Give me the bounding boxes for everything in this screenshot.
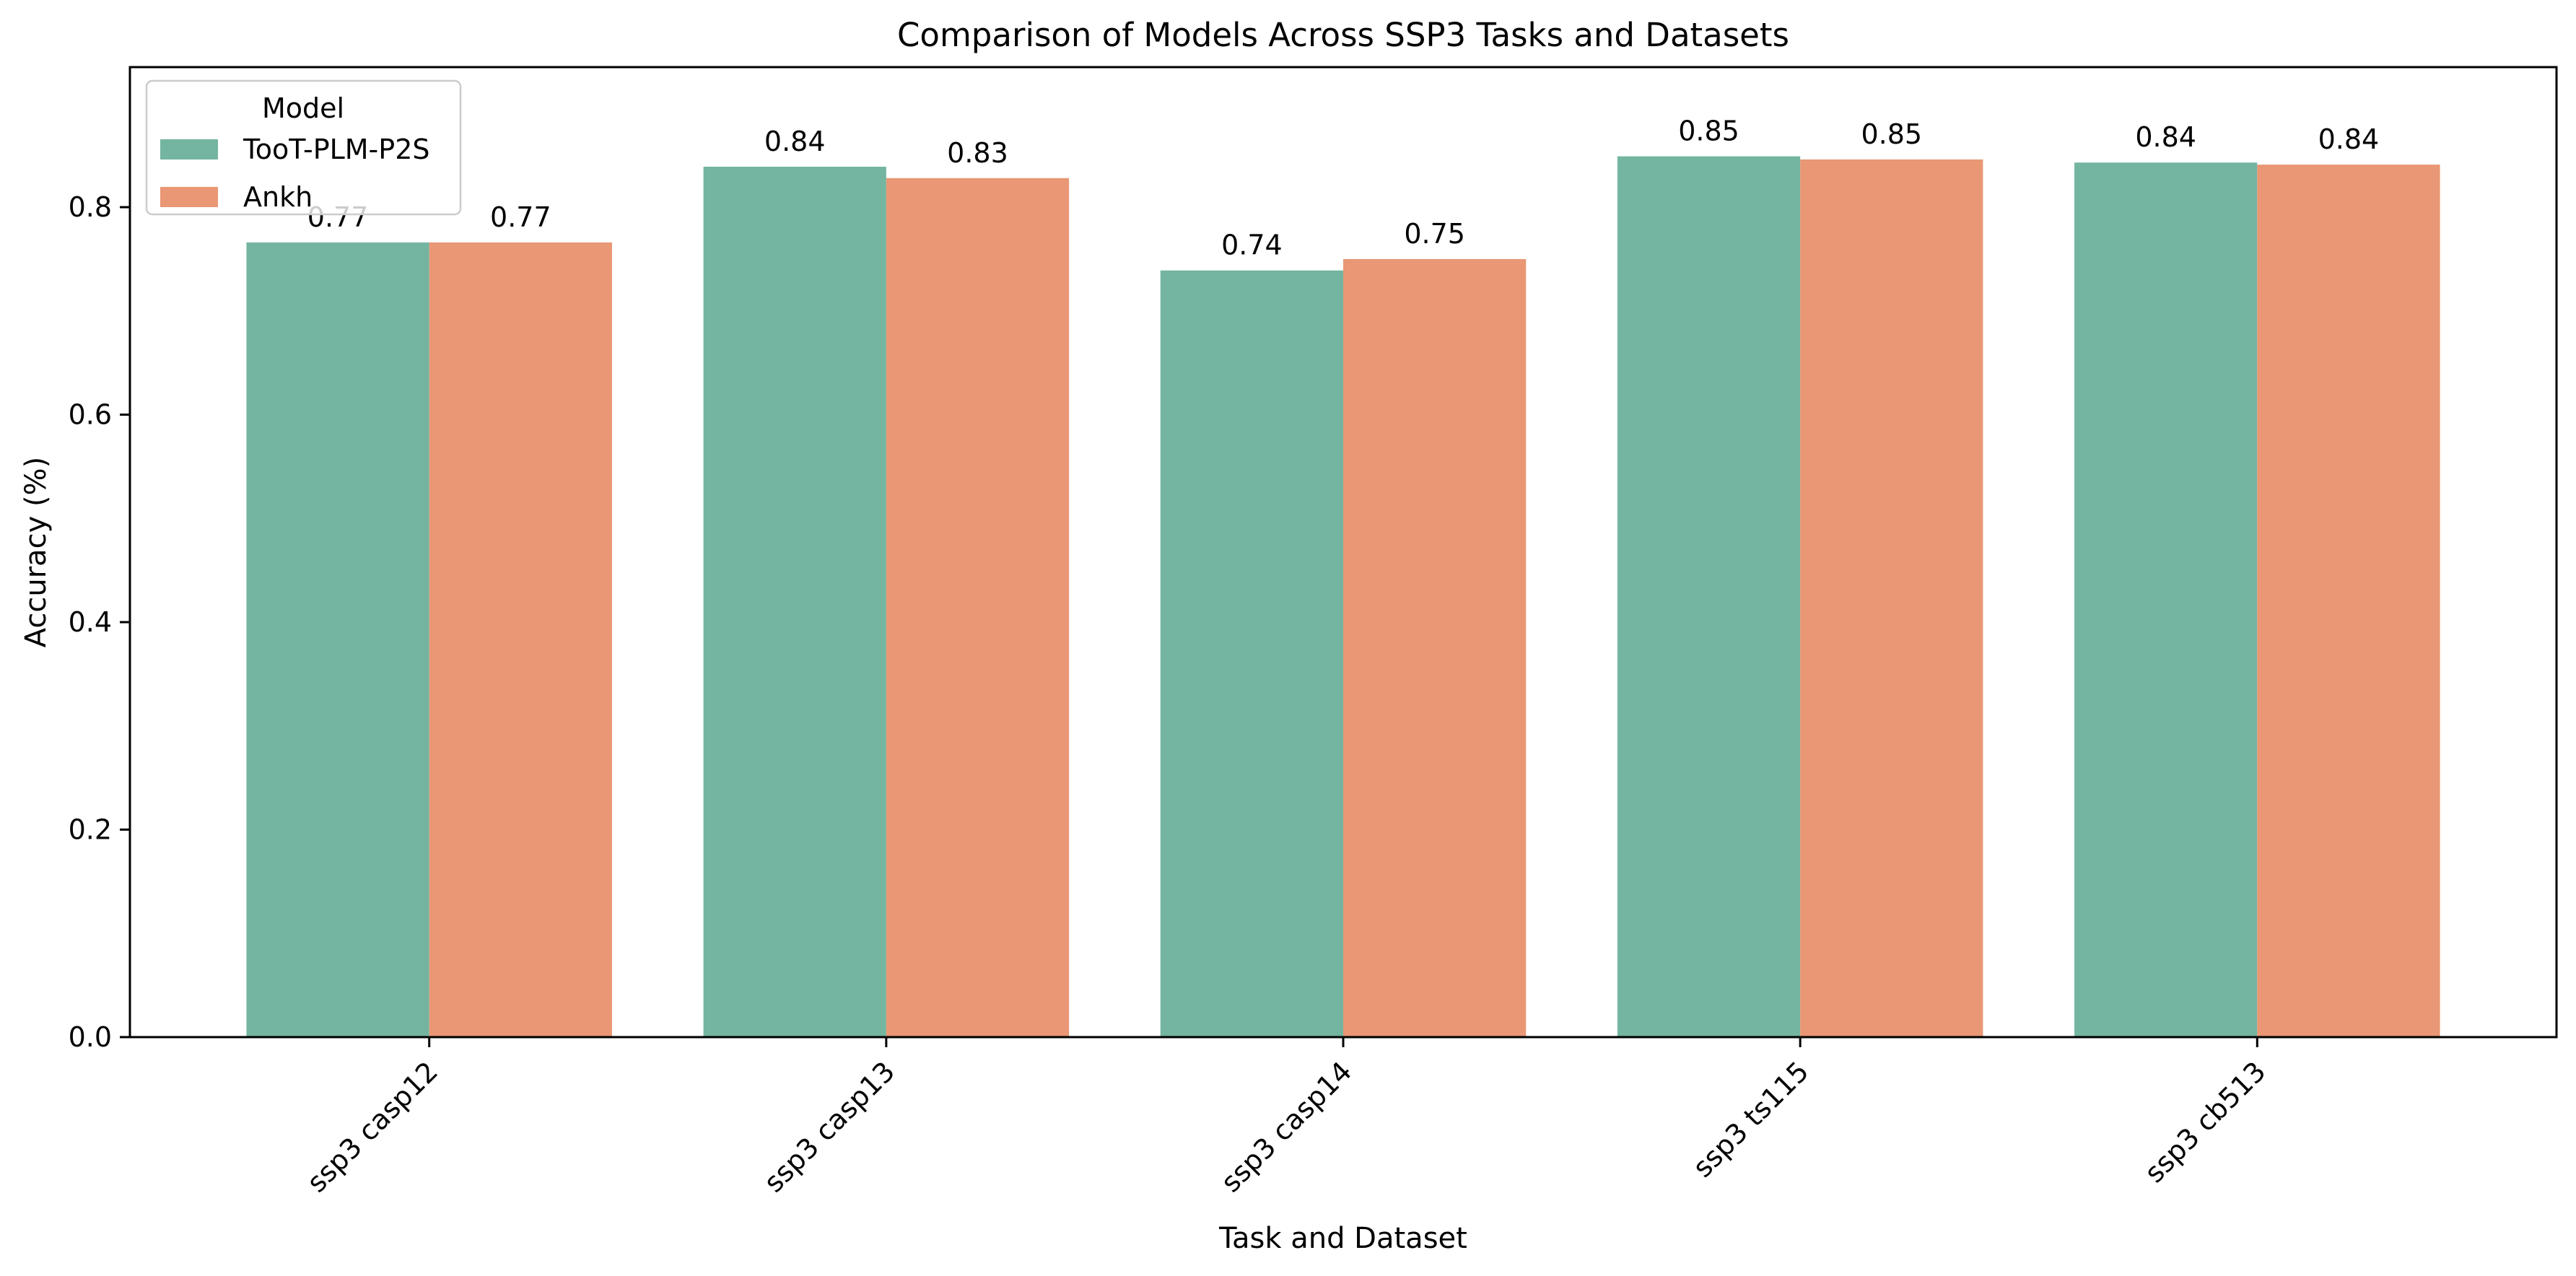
legend: Model TooT-PLM-P2S Ankh bbox=[145, 79, 462, 216]
legend-title: Model bbox=[262, 92, 344, 124]
y-tick-label: 0.6 bbox=[69, 399, 112, 431]
legend-entry-series-1: Ankh bbox=[243, 181, 313, 213]
bar-series-1-1 bbox=[886, 178, 1070, 1038]
bar-value-label: 0.77 bbox=[490, 201, 551, 233]
bar-series-0-0 bbox=[246, 242, 429, 1037]
y-tick-label: 0.0 bbox=[69, 1021, 112, 1053]
bar-series-1-4 bbox=[2257, 165, 2440, 1038]
bar-series-0-1 bbox=[703, 166, 886, 1038]
legend-swatch-series-0 bbox=[160, 139, 218, 160]
legend-frame bbox=[145, 79, 462, 216]
bar-value-label: 0.83 bbox=[947, 137, 1008, 169]
bar-series-0-2 bbox=[1160, 270, 1343, 1037]
bar-value-label: 0.74 bbox=[1221, 230, 1283, 261]
bar-value-label: 0.85 bbox=[1678, 115, 1739, 147]
y-tick-label: 0.8 bbox=[69, 191, 112, 223]
bar-series-0-3 bbox=[1617, 156, 1801, 1037]
legend-swatch-series-1 bbox=[160, 187, 218, 207]
chart-title: Comparison of Models Across SSP3 Tasks a… bbox=[897, 16, 1789, 54]
bar-series-1-2 bbox=[1343, 258, 1527, 1037]
y-tick-label: 0.4 bbox=[69, 606, 112, 638]
bars-layer bbox=[246, 156, 2440, 1038]
bar-value-label: 0.75 bbox=[1404, 218, 1465, 250]
y-axis: 0.0 0.2 0.4 0.6 0.8 bbox=[69, 191, 130, 1053]
bar-series-1-0 bbox=[429, 242, 612, 1037]
bar-value-label: 0.84 bbox=[2135, 121, 2196, 153]
bar-value-label: 0.84 bbox=[764, 126, 826, 157]
bar-series-1-3 bbox=[1800, 159, 1983, 1038]
bar-value-label: 0.85 bbox=[1861, 118, 1922, 150]
legend-entry-series-0: TooT-PLM-P2S bbox=[243, 134, 430, 165]
bar-value-label: 0.84 bbox=[2318, 123, 2380, 155]
y-axis-label: Accuracy (%) bbox=[19, 457, 53, 648]
bar-series-0-4 bbox=[2074, 162, 2258, 1037]
y-tick-label: 0.2 bbox=[69, 814, 112, 846]
x-axis-label: Task and Dataset bbox=[1218, 1222, 1467, 1255]
